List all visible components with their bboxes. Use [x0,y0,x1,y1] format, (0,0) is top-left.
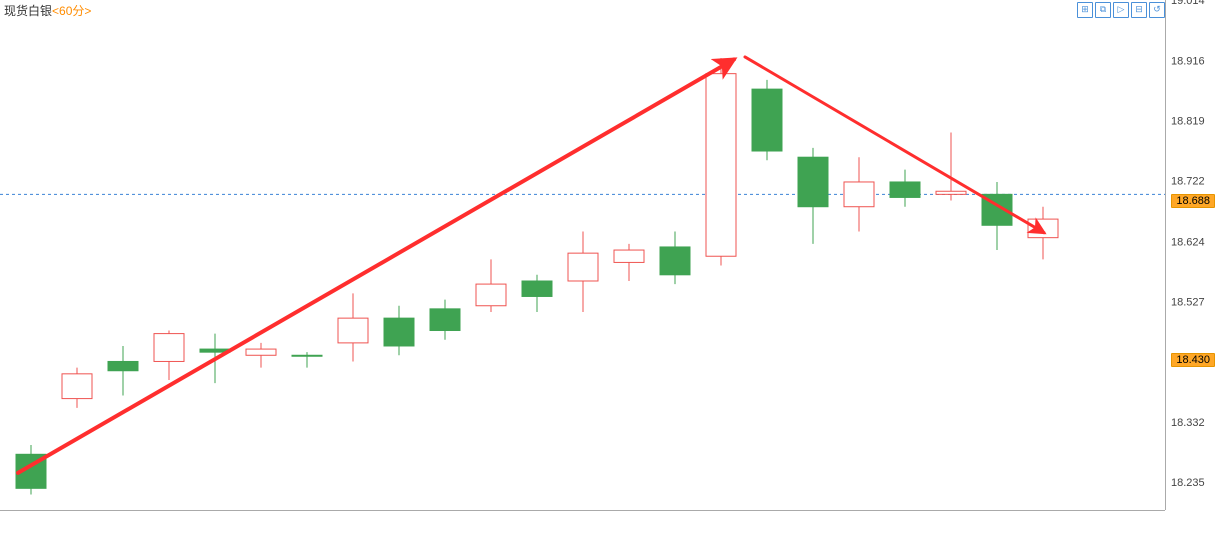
svg-text:18.819: 18.819 [1171,116,1205,128]
toolbar-btn-2[interactable]: ▷ [1113,2,1129,18]
svg-text:19.014: 19.014 [1171,0,1205,7]
svg-text:18.527: 18.527 [1171,296,1205,308]
svg-text:18.332: 18.332 [1171,417,1205,429]
chart-title: 现货白银<60分> [4,2,91,19]
timeframe-label: <60分> [52,4,91,18]
toolbar-btn-3[interactable]: ⊟ [1131,2,1147,18]
instrument-name: 现货白银 [4,4,52,18]
chart-toolbar: ⊞⧉▷⊟↺ [1077,2,1165,18]
toolbar-btn-4[interactable]: ↺ [1149,2,1165,18]
svg-text:18.722: 18.722 [1171,176,1205,188]
toolbar-btn-0[interactable]: ⊞ [1077,2,1093,18]
price-label-0: 18.688 [1171,194,1215,208]
price-label-1: 18.430 [1171,353,1215,367]
candlestick-chart: 19.014 18.916 18.819 18.722 18.624 18.527 18.4… [0,0,1219,539]
svg-text:18.235: 18.235 [1171,477,1205,489]
toolbar-btn-1[interactable]: ⧉ [1095,2,1111,18]
svg-text:18.624: 18.624 [1171,236,1205,248]
svg-text:18.916: 18.916 [1171,56,1205,68]
